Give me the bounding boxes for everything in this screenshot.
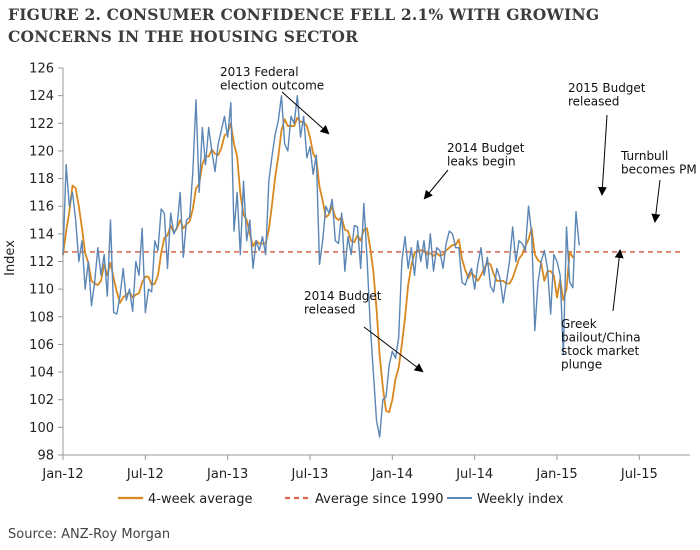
- y-tick-label: 126: [29, 62, 54, 77]
- annotation-text: bailout/China: [561, 331, 641, 345]
- y-tick-label: 124: [29, 89, 54, 104]
- y-tick-label: 102: [29, 393, 54, 408]
- annotation-arrow: [423, 169, 449, 200]
- y-tick-label: 118: [29, 172, 54, 187]
- annotation-text: stock market: [561, 344, 640, 358]
- y-axis: 98 100 102 104 106 108 110 112 114 116 118 120 122 12…: [29, 62, 64, 464]
- x-tick-label: Jul-15: [620, 467, 658, 482]
- annotation-text: election outcome: [220, 79, 324, 93]
- x-tick-label: Jan-14: [371, 467, 413, 482]
- y-axis-label: Index: [3, 240, 18, 276]
- x-tick-label: Jan-15: [535, 467, 577, 482]
- y-tick-label: 120: [29, 144, 54, 159]
- y-tick-label: 116: [29, 200, 54, 215]
- y-tick-label: 122: [29, 117, 54, 132]
- series-layer: [62, 94, 682, 438]
- annotation-text: 2013 Federal: [220, 65, 299, 79]
- x-tick-label: Jul-12: [126, 467, 164, 482]
- legend-label: 4-week average: [148, 492, 252, 507]
- y-tick-label: 108: [29, 310, 54, 325]
- y-tick-label: 110: [29, 283, 54, 298]
- x-tick-label: Jan-13: [206, 467, 248, 482]
- y-tick-label: 106: [29, 338, 54, 353]
- y-tick-label: 114: [29, 227, 54, 242]
- legend-label: Average since 1990: [315, 492, 444, 507]
- annotation-text: 2014 Budget: [304, 289, 382, 303]
- annotation-text: Greek: [561, 317, 597, 331]
- annotation-arrow: [363, 326, 424, 373]
- x-axis: Jan-12 Jul-12 Jan-13 Jul-13 Jan-14 Jul-14 Jan-…: [41, 454, 690, 482]
- annotation-text: 2014 Budget: [447, 141, 525, 155]
- annotation-text: leaks begin: [447, 155, 516, 169]
- x-tick-label: Jan-12: [41, 467, 83, 482]
- y-tick-label: 98: [37, 449, 54, 464]
- annotation-arrow: [597, 114, 608, 196]
- source-note: Source: ANZ-Roy Morgan: [8, 527, 171, 542]
- annotation-text: plunge: [561, 358, 602, 372]
- annotation-text: released: [568, 95, 619, 109]
- x-tick-label: Jul-14: [455, 467, 493, 482]
- legend: 4-week average Average since 1990 Weekly i…: [118, 492, 564, 507]
- annotation-arrow: [281, 91, 330, 135]
- y-tick-label: 100: [29, 421, 54, 436]
- legend-label: Weekly index: [477, 492, 564, 507]
- annotation-arrow: [651, 179, 661, 223]
- annotation-text: 2015 Budget: [568, 81, 646, 95]
- annotation-text: becomes PM: [621, 163, 697, 177]
- annotation-arrow: [612, 249, 624, 312]
- chart-title: FIGURE 2. CONSUMER CONFIDENCE FELL 2.1% …: [8, 5, 600, 46]
- annotation-text: released: [304, 303, 355, 317]
- x-tick-label: Jul-13: [291, 467, 329, 482]
- series-weekly-index: [62, 94, 580, 438]
- y-tick-label: 104: [29, 366, 54, 381]
- annotation-text: Turnbull: [620, 149, 668, 163]
- y-tick-label: 112: [29, 255, 54, 270]
